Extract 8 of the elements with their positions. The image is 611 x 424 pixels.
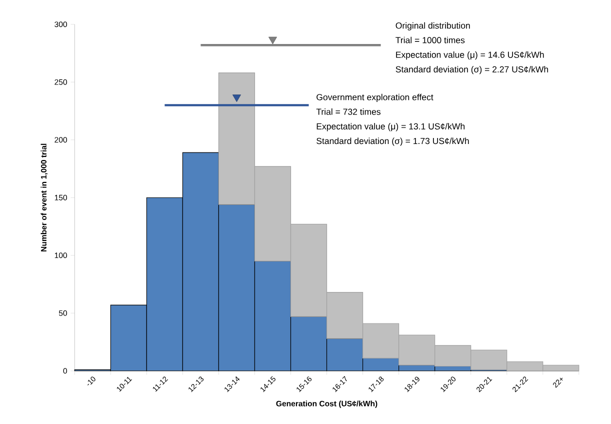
annotation: Government exploration effect (316, 94, 434, 102)
annotation: Standard deviation (σ) = 1.73 US¢/kWh (316, 137, 469, 146)
annotation: Expectation value (μ) = 14.6 US¢/kWh (396, 51, 544, 60)
annotation: Trial = 732 times (316, 108, 380, 115)
annotation: Original distribution (396, 22, 470, 30)
annotation: Expectation value (μ) = 13.1 US¢/kWh (316, 122, 465, 132)
annotation: Trial = 1000 times (396, 36, 465, 44)
annotation: Standard deviation (σ) = 2.27 US¢/kWh (396, 66, 548, 74)
